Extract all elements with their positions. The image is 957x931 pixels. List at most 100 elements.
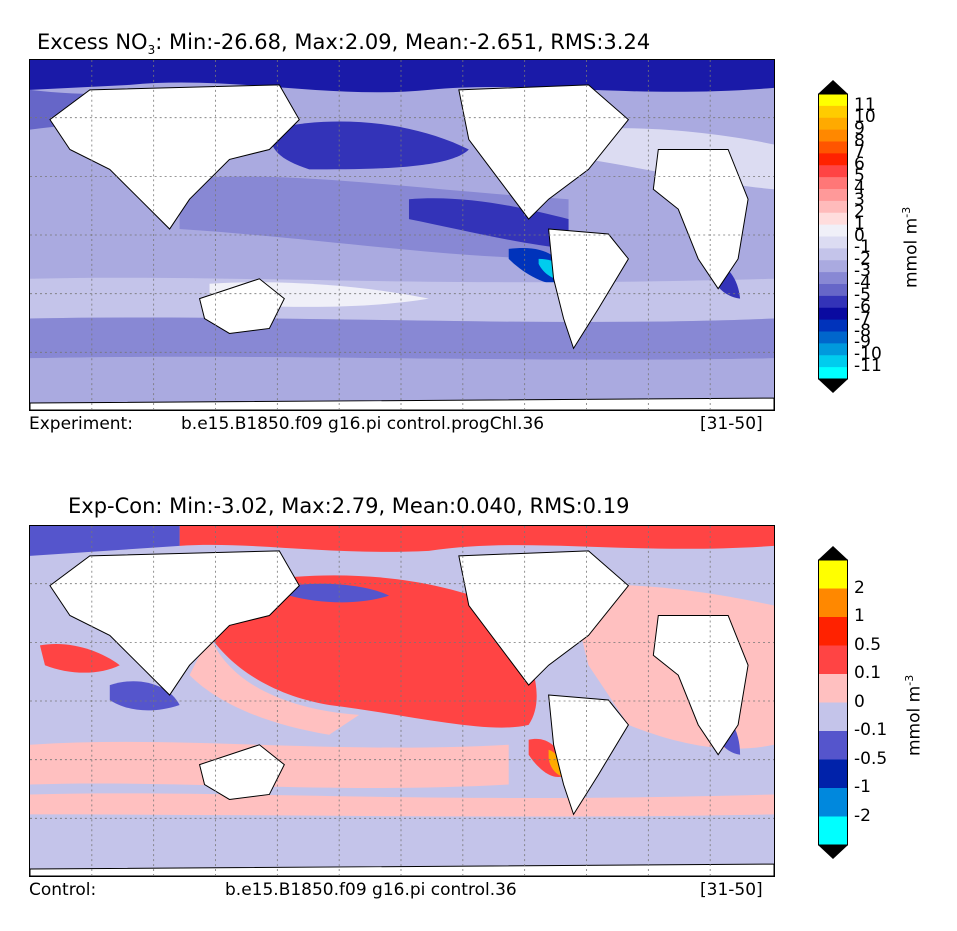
top-footer-right: [31-50] bbox=[700, 414, 763, 434]
bottom-footer-left: Control: bbox=[29, 880, 97, 900]
bottom-colorbar-swatch bbox=[818, 674, 848, 703]
top-title-subscript: 3 bbox=[147, 43, 156, 58]
top-map-canvas bbox=[30, 60, 774, 410]
top-colorbar-swatch bbox=[818, 200, 848, 214]
bottom-so-pink-band bbox=[30, 793, 774, 817]
top-arctic-band bbox=[30, 60, 774, 93]
top-colorbar-tick-label: 4 bbox=[854, 178, 865, 198]
top-footer-left: Experiment: bbox=[29, 414, 133, 434]
top-colorbar-tick-label: 5 bbox=[854, 166, 865, 187]
top-colorbar-tick-label: 8 bbox=[854, 130, 865, 151]
top-colorbar-swatch bbox=[818, 248, 848, 261]
top-colorbar-tick-label: -10 bbox=[854, 344, 882, 365]
top-colorbar-tick-label: -4 bbox=[854, 273, 871, 293]
top-footer-mid: b.e15.B1850.f09 g16.pi control.progChl.3… bbox=[181, 414, 545, 434]
top-colorbar-tick-label: 1 bbox=[854, 213, 865, 234]
bottom-colorbar-swatch bbox=[818, 588, 848, 618]
top-so-south bbox=[30, 356, 774, 410]
top-colorbar-swatch bbox=[818, 355, 848, 368]
bottom-pacific-pink-edge bbox=[189, 635, 360, 735]
top-colorbar-swatch bbox=[818, 260, 848, 273]
bottom-colorbar-tick-label: -1 bbox=[854, 777, 871, 797]
top-south-america bbox=[548, 228, 629, 350]
bottom-colorbar-tick-label: 1 bbox=[854, 606, 865, 626]
bottom-australia bbox=[198, 744, 285, 800]
top-colorbar-tick-label: -9 bbox=[854, 332, 871, 353]
bottom-north-america bbox=[458, 550, 630, 686]
bottom-colorbar bbox=[818, 546, 848, 859]
bottom-panel-title: Exp-Con: Min:-3.02, Max:2.79, Mean:0.040… bbox=[68, 494, 630, 518]
top-colorbar-tick-label: 9 bbox=[854, 118, 865, 139]
top-africa bbox=[652, 148, 749, 290]
bottom-colorbar-swatch bbox=[818, 816, 848, 846]
top-antarctica bbox=[30, 397, 774, 410]
top-so-mid bbox=[30, 317, 774, 360]
top-colorbar-swatch bbox=[818, 94, 848, 107]
top-colorbar-min-arrow bbox=[818, 379, 848, 393]
bottom-colorbar-tick-label: 0.5 bbox=[854, 634, 882, 655]
top-colorbar-swatch bbox=[818, 284, 848, 297]
top-colorbar-tick-label: -1 bbox=[854, 237, 871, 258]
top-colorbar-tick-label: 11 bbox=[854, 94, 876, 115]
bottom-colorbar-tick-label: -2 bbox=[854, 805, 871, 826]
top-australia bbox=[198, 278, 285, 334]
bottom-map-canvas bbox=[30, 526, 774, 876]
top-npacific-deep bbox=[269, 121, 469, 170]
top-colorbar-swatch bbox=[818, 189, 848, 202]
top-colorbar-tick-label: 0 bbox=[854, 225, 865, 246]
top-colorbar-swatch bbox=[818, 295, 848, 309]
top-colorbar-swatch bbox=[818, 177, 848, 190]
top-colorbar-swatch bbox=[818, 331, 848, 344]
top-map bbox=[29, 59, 775, 411]
top-colorbar-swatch bbox=[818, 105, 848, 119]
top-colorbar-swatch bbox=[818, 141, 848, 154]
bottom-indian-blue bbox=[109, 681, 180, 711]
top-colorbar-swatch bbox=[818, 307, 848, 321]
top-colorbar-tick-label: -8 bbox=[854, 320, 871, 341]
bottom-map bbox=[29, 525, 775, 877]
bottom-unit-sup: -3 bbox=[903, 674, 916, 686]
bottom-colorbar-tick-label: 0 bbox=[854, 691, 865, 712]
bottom-colorbar-swatch bbox=[818, 645, 848, 675]
bottom-pacific-red bbox=[209, 575, 537, 728]
bottom-colorbar-min-arrow bbox=[818, 845, 848, 859]
top-colorbar-tick-label: -3 bbox=[854, 261, 871, 282]
top-colorbar-tick-label: -5 bbox=[854, 284, 871, 305]
top-colorbar-tick-label: 6 bbox=[854, 154, 865, 175]
bottom-colorbar-swatch bbox=[818, 702, 848, 732]
bottom-colorbar-swatch bbox=[818, 560, 848, 589]
top-north-america bbox=[458, 84, 630, 220]
bottom-antarctica bbox=[30, 863, 774, 876]
top-colorbar-tick-label: -11 bbox=[854, 356, 882, 377]
top-colorbar-tick-label: 3 bbox=[854, 189, 865, 210]
bottom-arctic-blue bbox=[30, 526, 180, 556]
top-colorbar-max-arrow bbox=[818, 80, 848, 94]
bottom-colorbar-tick-label: -0.5 bbox=[854, 748, 888, 769]
top-colorbar-swatch bbox=[818, 129, 848, 142]
top-colorbar-swatch bbox=[818, 272, 848, 285]
top-trop-pacific bbox=[179, 176, 569, 259]
bottom-africa bbox=[652, 614, 749, 756]
bottom-colorbar-tick-label: 0.1 bbox=[854, 663, 882, 683]
top-title-prefix: Excess NO bbox=[37, 30, 148, 54]
top-colorbar-swatch bbox=[818, 367, 848, 380]
top-colorbar-swatch bbox=[818, 117, 848, 131]
bottom-footer-mid: b.e15.B1850.f09 g16.pi control.36 bbox=[225, 880, 517, 900]
top-colorbar-tick-label: -6 bbox=[854, 296, 871, 317]
top-colorbar-swatch bbox=[818, 236, 848, 249]
bottom-colorbar-unit: mmol m-3 bbox=[903, 675, 925, 756]
bottom-colorbar-tick-label: 2 bbox=[854, 577, 865, 598]
bottom-colorbar-swatch bbox=[818, 617, 848, 646]
top-colorbar-swatch bbox=[818, 212, 848, 226]
top-colorbar-unit: mmol m-3 bbox=[900, 207, 922, 288]
bottom-peru-orange bbox=[548, 749, 563, 777]
bottom-arctic-red bbox=[179, 526, 774, 552]
bottom-colorbar-swatch bbox=[818, 759, 848, 789]
top-colorbar-swatch bbox=[818, 224, 848, 237]
top-colorbar-tick-label: -7 bbox=[854, 308, 871, 329]
bottom-south-america bbox=[548, 694, 629, 816]
top-colorbar-tick-label: 2 bbox=[854, 201, 865, 222]
bottom-footer-right: [31-50] bbox=[700, 880, 763, 900]
top-eurasia bbox=[49, 84, 300, 230]
top-colorbar-tick-label: 7 bbox=[854, 142, 865, 163]
